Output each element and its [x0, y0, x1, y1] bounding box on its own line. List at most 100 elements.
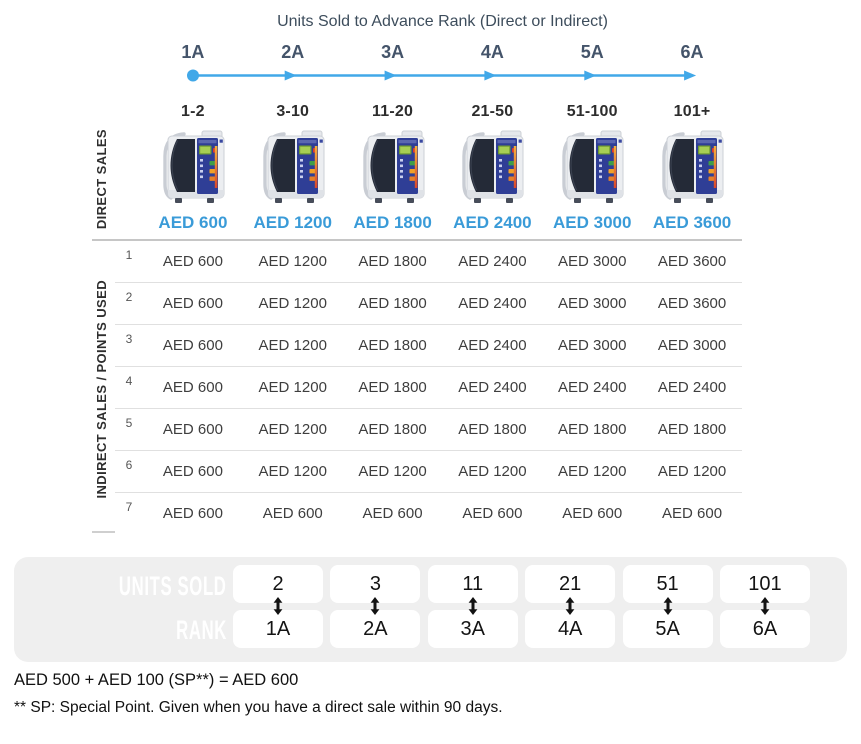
- sale-amount-cell: AED 600: [162, 379, 223, 396]
- direct-sales-rail: DIRECT SALES: [90, 126, 112, 232]
- row-number: 2: [125, 290, 133, 304]
- direct-sale-amount: AED 600: [158, 213, 228, 232]
- units-sold-box: 101: [719, 565, 810, 603]
- sale-amount-cell: AED 600: [162, 253, 223, 270]
- sale-amount-cell: AED 600: [662, 505, 723, 522]
- rank-label: 1A: [181, 42, 205, 62]
- units-rank-pair: 21 4A: [525, 565, 616, 648]
- up-down-arrow-icon: [370, 597, 380, 615]
- timeline-arrow-icon: [484, 70, 497, 81]
- water-ionizer-icon: [451, 124, 533, 212]
- sale-amount-cell: AED 1200: [258, 463, 327, 480]
- rank-label: 2A: [281, 42, 305, 62]
- up-down-arrow-icon: [663, 597, 672, 615]
- up-down-arrow-icon: [760, 597, 770, 615]
- direct-sale-amount: AED 3600: [652, 213, 732, 232]
- sale-amount-cell: AED 600: [262, 505, 323, 522]
- unit-range-label: 1-2: [181, 103, 205, 120]
- rank-box: 5A: [622, 610, 713, 648]
- sale-amount-cell: AED 1200: [258, 337, 327, 354]
- sale-amount-cell: AED 600: [462, 505, 523, 522]
- sale-amount-cell: AED 600: [162, 463, 223, 480]
- rank-label: 3A: [381, 42, 405, 62]
- units-sold-heading: UNITS SOLD: [119, 571, 227, 601]
- units-sold-box: 3: [330, 565, 421, 603]
- sale-amount-cell: AED 600: [362, 505, 423, 522]
- up-down-arrow-icon: [468, 597, 478, 615]
- section-divider: [92, 239, 742, 241]
- footnote-formula: AED 500 + AED 100 (SP**) = AED 600: [14, 671, 299, 689]
- units-rank-pair: 51 5A: [622, 565, 713, 648]
- sale-amount-cell: AED 2400: [657, 379, 727, 396]
- sale-amount-cell: AED 2400: [458, 337, 527, 354]
- units-rank-pair: 101 6A: [719, 565, 810, 648]
- units-sold-box: 11: [427, 565, 518, 603]
- sale-amount-cell: AED 3600: [657, 253, 727, 270]
- table-row: 4 AED 600 AED 1200 AED 1800 AED 2400 AED…: [115, 367, 742, 409]
- timeline-arrow-icon: [284, 70, 297, 81]
- rank-progress-timeline: [187, 69, 697, 82]
- sale-amount-cell: AED 2400: [458, 379, 527, 396]
- units-rank-pairs: 2 1A 3 2A 11 3A 21 4A 51 5A 101 6A: [233, 565, 810, 648]
- units-sold-box: 21: [525, 565, 616, 603]
- sale-amount-cell: AED 1200: [258, 253, 327, 270]
- rank-box: 6A: [719, 610, 810, 648]
- sale-amount-cell: AED 1800: [358, 379, 427, 396]
- row-number: 4: [125, 374, 133, 388]
- direct-sales-label: DIRECT SALES: [93, 128, 109, 230]
- timeline-arrow-icon: [384, 70, 397, 81]
- direct-sale-amount: AED 2400: [453, 213, 532, 232]
- sale-amount-cell: AED 1800: [358, 421, 427, 438]
- row-number: 6: [125, 458, 133, 472]
- sale-amount-cell: AED 600: [162, 337, 223, 354]
- rank-label: 5A: [580, 42, 604, 62]
- row-number: 7: [125, 500, 133, 514]
- sale-amount-cell: AED 1800: [358, 337, 427, 354]
- table-row: 2 AED 600 AED 1200 AED 1800 AED 2400 AED…: [115, 283, 742, 325]
- unit-range-label: 51-100: [566, 103, 618, 120]
- table-row: 3 AED 600 AED 1200 AED 1800 AED 2400 AED…: [115, 325, 742, 367]
- unit-range-label: 11-20: [372, 103, 414, 120]
- product-image: [243, 124, 343, 217]
- unit-range-label: 3-10: [276, 103, 310, 120]
- water-ionizer-icon: [252, 124, 334, 212]
- rank-heading: RANK: [176, 615, 227, 645]
- row-number: 1: [125, 248, 133, 262]
- timeline-arrow-icon: [684, 70, 697, 81]
- water-ionizer-icon: [152, 124, 234, 212]
- table-row: 6 AED 600 AED 1200 AED 1200 AED 1200 AED…: [115, 451, 742, 493]
- rank-label: 6A: [680, 42, 704, 62]
- rank-box: 2A: [330, 610, 421, 648]
- sale-amount-cell: AED 3000: [558, 295, 627, 312]
- sale-amount-cell: AED 600: [162, 505, 223, 522]
- direct-sale-amount: AED 3000: [553, 213, 632, 232]
- table-row: 1 AED 600 AED 1200 AED 1800 AED 2400 AED…: [115, 241, 742, 283]
- rank-label: 4A: [480, 42, 504, 62]
- row-number: 3: [125, 332, 133, 346]
- sale-amount-cell: AED 2400: [458, 295, 527, 312]
- rank-box: 4A: [525, 610, 616, 648]
- water-ionizer-icon: [551, 124, 633, 212]
- rank-box: 1A: [233, 610, 323, 648]
- unit-range-row: 1-2 3-10 11-20 21-50 51-100 101+: [143, 103, 742, 121]
- sale-amount-cell: AED 600: [562, 505, 623, 522]
- direct-sale-amount: AED 1200: [253, 213, 332, 232]
- sale-amount-cell: AED 1200: [558, 463, 627, 480]
- sale-amount-cell: AED 1800: [358, 295, 427, 312]
- sale-amount-cell: AED 1200: [657, 463, 727, 480]
- sale-amount-cell: AED 600: [162, 295, 223, 312]
- unit-range-label: 101+: [673, 103, 711, 120]
- direct-sale-amount: AED 1800: [353, 213, 432, 232]
- sale-amount-cell: AED 3000: [558, 253, 627, 270]
- units-rank-pair: 11 3A: [427, 565, 518, 648]
- sale-amount-cell: AED 3000: [657, 337, 727, 354]
- indirect-sales-rail: INDIRECT SALES / POINTS USED: [90, 246, 112, 532]
- footnote-sp-note: ** SP: Special Point. Given when you hav…: [14, 699, 503, 716]
- up-down-arrow-icon: [273, 597, 283, 615]
- indirect-sales-label: INDIRECT SALES / POINTS USED: [93, 279, 109, 499]
- sale-amount-cell: AED 1800: [358, 253, 427, 270]
- sale-amount-cell: AED 2400: [458, 253, 527, 270]
- direct-sale-amount-row: AED 600 AED 1200 AED 1800 AED 2400 AED 3…: [143, 213, 742, 233]
- product-image: [343, 124, 443, 217]
